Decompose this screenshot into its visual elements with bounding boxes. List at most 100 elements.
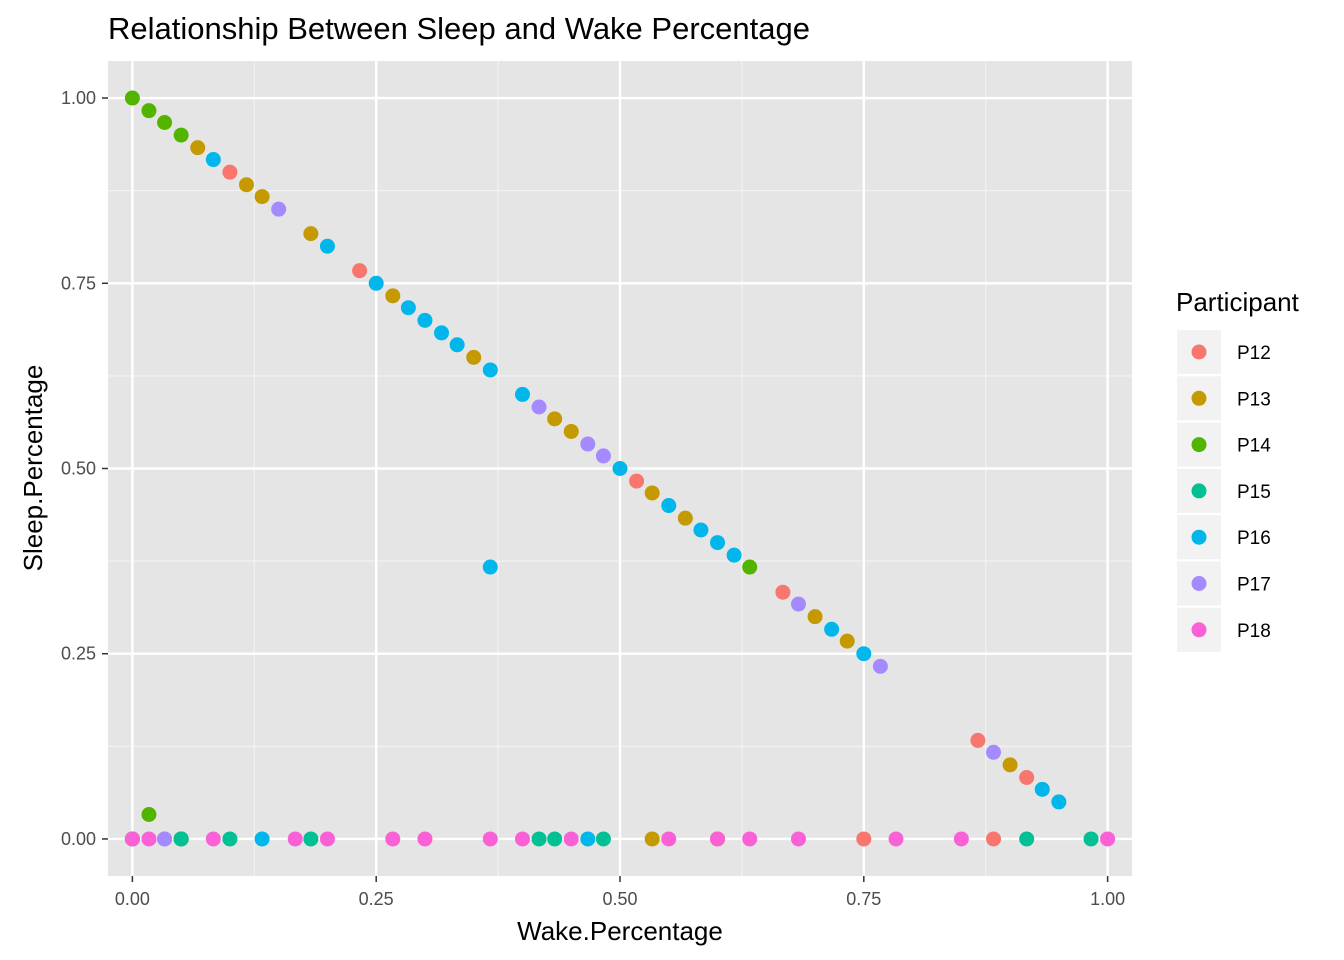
legend-label-p17: P17 [1237, 575, 1271, 596]
data-point-p16 [514, 386, 530, 402]
chart-title: Relationship Between Sleep and Wake Perc… [108, 11, 810, 46]
data-point-p14 [141, 103, 157, 119]
data-point-p16 [254, 831, 270, 847]
data-point-p12 [222, 164, 238, 180]
data-point-p15 [595, 831, 611, 847]
x-tick-label: 0.00 [115, 889, 150, 909]
data-point-p15 [173, 831, 189, 847]
data-point-p13 [644, 831, 660, 847]
data-point-p13 [644, 485, 660, 501]
data-point-p17 [580, 436, 596, 452]
data-point-p15 [1083, 831, 1099, 847]
data-points [124, 90, 1116, 847]
data-point-p13 [385, 288, 401, 304]
data-point-p13 [190, 140, 206, 156]
data-point-p16 [661, 498, 677, 514]
data-point-p13 [1002, 757, 1018, 773]
legend-label-p13: P13 [1237, 389, 1271, 410]
data-point-p16 [368, 275, 384, 291]
plot-area [108, 61, 1132, 876]
data-point-p18 [563, 831, 579, 847]
data-point-p16 [856, 646, 872, 662]
legend-marker-p14 [1191, 437, 1207, 453]
data-point-p14 [141, 807, 157, 823]
legend-title: Participant [1176, 287, 1300, 317]
data-point-p12 [629, 473, 645, 489]
legend: Participant P12 P13 P14 P15 P16 P17 P18 [1176, 287, 1300, 652]
data-point-p16 [693, 522, 709, 538]
data-point-p16 [400, 300, 416, 316]
data-point-p16 [726, 547, 742, 563]
legend-label-p15: P15 [1237, 482, 1271, 503]
data-point-p14 [173, 127, 189, 143]
data-point-p12 [775, 584, 791, 600]
legend-label-p16: P16 [1237, 528, 1271, 549]
data-point-p15 [303, 831, 319, 847]
data-point-p16 [1034, 781, 1050, 797]
data-point-p16 [319, 238, 335, 254]
legend-marker-p16 [1191, 529, 1207, 545]
data-point-p15 [1019, 831, 1035, 847]
data-point-p18 [417, 831, 433, 847]
data-point-p18 [953, 831, 969, 847]
data-point-p18 [385, 831, 401, 847]
data-point-p14 [124, 90, 140, 106]
data-point-p16 [612, 461, 628, 476]
y-tick-label: 1.00 [61, 88, 96, 108]
legend-marker-p12 [1191, 344, 1207, 360]
data-point-p16 [449, 337, 465, 353]
data-point-p18 [1100, 831, 1116, 847]
data-point-p13 [303, 226, 319, 242]
data-point-p17 [986, 744, 1002, 760]
legend-marker-p15 [1191, 483, 1207, 499]
data-point-p12 [986, 831, 1002, 847]
y-tick-label: 0.50 [61, 459, 96, 479]
data-point-p16 [434, 325, 450, 341]
data-point-p16 [482, 559, 498, 575]
legend-label-p14: P14 [1237, 436, 1271, 457]
legend-marker-p17 [1191, 576, 1207, 591]
data-point-p17 [595, 448, 611, 464]
data-point-p16 [1051, 794, 1067, 810]
data-point-p16 [482, 362, 498, 378]
y-tick-label: 0.25 [61, 644, 96, 664]
x-tick-label: 0.75 [846, 889, 881, 909]
data-point-p18 [319, 831, 335, 847]
data-point-p16 [824, 621, 840, 637]
data-point-p17 [157, 831, 173, 847]
x-tick-label: 0.50 [602, 889, 637, 909]
data-point-p18 [790, 831, 806, 847]
data-point-p12 [970, 732, 986, 748]
data-point-p18 [482, 831, 498, 847]
data-point-p18 [888, 831, 904, 847]
legend-label-p12: P12 [1237, 343, 1271, 364]
data-point-p12 [1019, 769, 1035, 785]
data-point-p16 [710, 535, 726, 551]
data-point-p13 [238, 177, 254, 193]
data-point-p14 [742, 559, 758, 575]
data-point-p18 [514, 831, 530, 847]
data-point-p18 [205, 831, 221, 847]
data-point-p13 [563, 423, 579, 439]
y-axis-title: Sleep.Percentage [18, 365, 48, 572]
legend-label-p18: P18 [1237, 621, 1271, 642]
data-point-p13 [807, 609, 823, 625]
x-axis-title: Wake.Percentage [517, 916, 723, 946]
data-point-p13 [547, 411, 563, 427]
legend-marker-p13 [1191, 390, 1207, 406]
data-point-p17 [531, 399, 547, 415]
data-point-p15 [222, 831, 238, 847]
legend-marker-p18 [1191, 622, 1207, 638]
data-point-p13 [839, 633, 855, 649]
data-point-p16 [417, 312, 433, 328]
y-tick-label: 0.00 [61, 829, 96, 849]
data-point-p16 [580, 831, 596, 847]
data-point-p18 [742, 831, 758, 847]
data-point-p14 [157, 114, 173, 130]
data-point-p15 [531, 831, 547, 847]
y-tick-label: 0.75 [61, 273, 96, 293]
data-point-p18 [661, 831, 677, 847]
data-point-p18 [124, 831, 140, 847]
data-point-p12 [856, 831, 872, 847]
